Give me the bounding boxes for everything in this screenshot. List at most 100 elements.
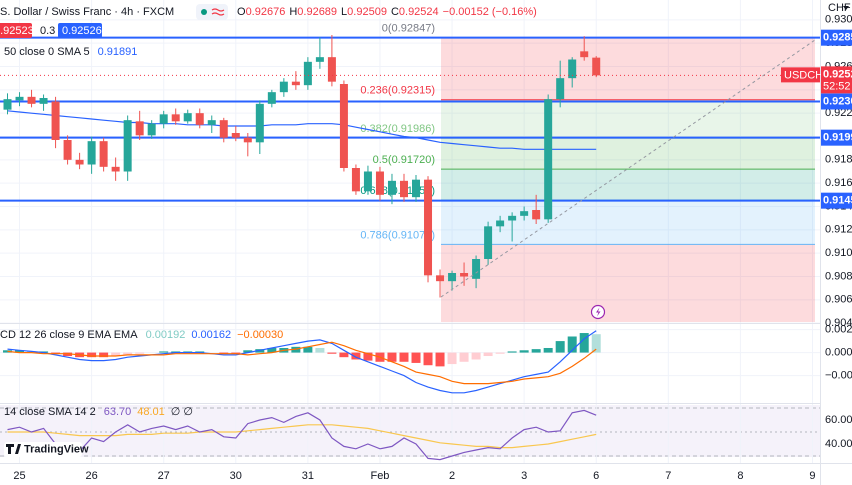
histogram-bar [243, 350, 253, 353]
candle-body [39, 98, 48, 104]
currency-caret[interactable] [843, 6, 849, 10]
ohlc-label: C [391, 6, 399, 18]
histogram-bar [63, 352, 73, 357]
candle-body [315, 57, 324, 62]
histogram-bar [99, 352, 109, 358]
histogram-bar [531, 349, 541, 353]
x-tick-label: Feb [370, 470, 389, 482]
candle-body [231, 133, 240, 138]
candle-body [51, 101, 60, 140]
fib-zone [441, 244, 815, 322]
bid-price[interactable]: 0.92523 [0, 25, 34, 37]
candle-body [135, 121, 144, 136]
histogram-bar [471, 352, 481, 360]
candle-body [195, 113, 204, 125]
histogram-bar [423, 352, 433, 366]
y-tick-label: 0.9300 [825, 14, 852, 26]
candle-body [532, 210, 541, 220]
tradingview-logo[interactable]: TradingView [4, 442, 89, 457]
histogram-bar [387, 352, 397, 362]
histogram-bar [315, 347, 325, 353]
candle-body [399, 180, 408, 198]
x-tick-label: 25 [13, 470, 25, 482]
fib-label: 0.382(0.91986) [360, 123, 435, 135]
flash-icon[interactable] [590, 304, 606, 320]
fib-label: 0.236(0.92315) [360, 85, 435, 97]
candle-body [75, 159, 84, 165]
plot-area: 0(0.92847) 0.236(0.92315) 0.382(0.91986) 0.… [0, 0, 820, 463]
x-tick-label: 27 [158, 470, 170, 482]
y-tick-label: 0.0020 [825, 324, 852, 336]
candle-body [568, 59, 577, 79]
spread: 0.3 [40, 25, 55, 37]
price-tag [821, 66, 852, 94]
candle-body [363, 171, 372, 192]
legend-value: −0.00030 [237, 329, 283, 341]
candle-body [291, 81, 300, 86]
ask-price[interactable]: 0.92526 [62, 25, 102, 37]
hline-tag-label: 0.9199 [823, 132, 852, 144]
x-tick-label: 26 [85, 470, 97, 482]
histogram-bar [567, 336, 577, 353]
candle-body [147, 123, 156, 136]
x-tick-label: 8 [737, 470, 743, 482]
histogram-bar [507, 351, 517, 353]
candle-body [436, 275, 445, 282]
price-tag-label: 0.9252 [823, 68, 852, 80]
candle-body [592, 57, 601, 76]
ohlc-label: H [289, 6, 297, 18]
histogram-bar [519, 350, 529, 353]
candle-body [508, 215, 517, 221]
candle-body [484, 226, 493, 259]
histogram-bar [591, 334, 601, 353]
y-tick-label: −0.0020 [825, 369, 852, 381]
signal-line [7, 341, 597, 385]
candle-body [159, 114, 168, 124]
logo-text[interactable]: TradingView [24, 443, 89, 455]
candle-body [183, 113, 192, 122]
macd-line [7, 330, 597, 394]
hline-tag-label: 0.9145 [823, 195, 852, 207]
x-tick-label: 7 [665, 470, 671, 482]
currency-label[interactable]: CHF [828, 2, 851, 14]
candle-body [339, 84, 348, 168]
sma-line [7, 110, 597, 150]
ohlc-label: L [341, 6, 347, 18]
fib-label: 0.5(0.91720) [373, 154, 435, 166]
x-tick-label: 30 [230, 470, 242, 482]
candle-body [111, 166, 120, 172]
candle-body [460, 273, 469, 277]
histogram-bar [543, 347, 553, 353]
histogram-bar [351, 352, 361, 360]
hline-tag [821, 129, 852, 146]
hline-tag [821, 93, 852, 110]
wave-icon [211, 8, 225, 16]
ask-box[interactable] [58, 23, 102, 38]
ohlc-value: 0.92509 [347, 6, 387, 18]
fib-zone [441, 138, 815, 170]
candle-body [207, 120, 216, 125]
histogram-bar [291, 346, 301, 353]
fib-zone [441, 169, 815, 201]
toggle-box[interactable] [196, 4, 228, 20]
y-tick-label: 60.00 [825, 414, 852, 426]
candle-body [472, 259, 481, 279]
x-tick-label: 31 [302, 470, 314, 482]
histogram-bar [327, 352, 337, 354]
candle-body [556, 78, 565, 100]
fib-label: 0.786(0.91075) [360, 229, 435, 241]
histogram-bar [87, 352, 97, 358]
histogram-bar [303, 346, 313, 353]
candle-body [3, 99, 12, 110]
candle-body [520, 211, 529, 216]
candle-body [15, 96, 24, 101]
ohlc-value: 0.92676 [246, 6, 286, 18]
candle-body [243, 137, 252, 143]
bid-box[interactable] [0, 23, 32, 38]
